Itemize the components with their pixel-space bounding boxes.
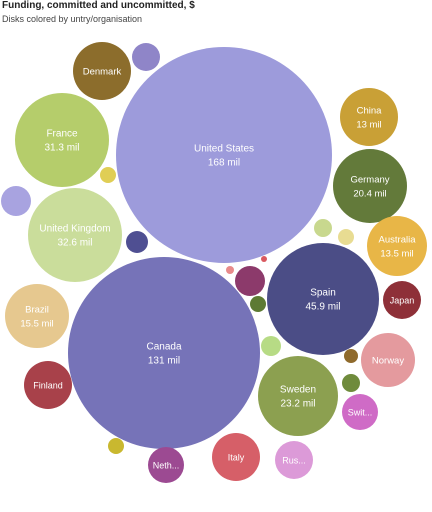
- bubble-brazil[interactable]: [5, 284, 69, 348]
- bubble-china[interactable]: [340, 88, 398, 146]
- bubble-unlabeled-24[interactable]: [314, 219, 332, 237]
- bubble-unlabeled-20[interactable]: [126, 231, 148, 253]
- bubble-label-spain: Spain: [310, 288, 336, 299]
- bubble-label-swit: Swit...: [348, 407, 373, 417]
- bubble-value-brazil: 15.5 mil: [20, 319, 53, 330]
- chart-title: Funding, committed and uncommitted, $: [2, 0, 195, 11]
- bubble-finland[interactable]: [24, 361, 72, 409]
- bubble-label-sweden: Sweden: [280, 385, 316, 396]
- bubble-canada[interactable]: [68, 257, 260, 449]
- bubble-label-united-kingdom: United Kingdom: [39, 224, 110, 235]
- bubble-australia[interactable]: [367, 216, 427, 276]
- bubble-germany[interactable]: [333, 149, 407, 223]
- bubble-sweden[interactable]: [258, 356, 338, 436]
- bubble-japan[interactable]: [383, 281, 421, 319]
- bubble-unlabeled-27[interactable]: [344, 349, 358, 363]
- bubble-spain[interactable]: [267, 243, 379, 355]
- bubble-unlabeled-29[interactable]: [108, 438, 124, 454]
- bubble-unlabeled-25[interactable]: [338, 229, 354, 245]
- bubble-value-sweden: 23.2 mil: [280, 399, 315, 410]
- bubble-unlabeled-28[interactable]: [342, 374, 360, 392]
- bubble-value-germany: 20.4 mil: [353, 189, 386, 200]
- bubble-unlabeled-23[interactable]: [261, 336, 281, 356]
- bubble-label-france: France: [46, 129, 78, 140]
- chart-subtitle: Disks colored by untry/organisation: [2, 14, 143, 24]
- bubble-united-states[interactable]: [116, 47, 332, 263]
- bubble-value-united-states: 168 mil: [208, 158, 240, 169]
- bubble-label-italy: Italy: [228, 452, 245, 462]
- bubble-label-canada: Canada: [146, 342, 181, 353]
- bubble-label-germany: Germany: [350, 175, 389, 186]
- bubble-label-rus: Rus...: [282, 455, 306, 465]
- bubble-denmark[interactable]: [73, 42, 131, 100]
- bubble-label-finland: Finland: [33, 380, 63, 390]
- bubble-unlabeled-18[interactable]: [132, 43, 160, 71]
- bubble-italy[interactable]: [212, 433, 260, 481]
- bubble-value-australia: 13.5 mil: [380, 249, 413, 260]
- bubble-label-china: China: [357, 106, 383, 117]
- bubble-label-denmark: Denmark: [83, 67, 122, 78]
- bubble-swit[interactable]: [342, 394, 378, 430]
- bubble-norway[interactable]: [361, 333, 415, 387]
- bubble-united-kingdom[interactable]: [28, 188, 122, 282]
- bubble-label-norway: Norway: [372, 356, 404, 367]
- bubble-unlabeled-21[interactable]: [235, 266, 265, 296]
- bubble-label-japan: Japan: [390, 295, 415, 305]
- bubble-france[interactable]: [15, 93, 109, 187]
- bubble-value-united-kingdom: 32.6 mil: [57, 238, 92, 249]
- bubble-label-brazil: Brazil: [25, 305, 49, 316]
- bubble-label-united-states: United States: [194, 144, 254, 155]
- bubble-value-china: 13 mil: [356, 120, 381, 131]
- bubble-unlabeled-30[interactable]: [226, 266, 234, 274]
- bubble-value-france: 31.3 mil: [44, 143, 79, 154]
- bubble-value-canada: 131 mil: [148, 356, 180, 367]
- bubble-unlabeled-22[interactable]: [250, 296, 266, 312]
- bubble-rus[interactable]: [275, 441, 313, 479]
- bubble-label-neth: Neth...: [153, 460, 180, 470]
- bubble-label-australia: Australia: [379, 235, 417, 246]
- bubble-unlabeled-26[interactable]: [100, 167, 116, 183]
- bubble-unlabeled-19[interactable]: [1, 186, 31, 216]
- bubble-value-spain: 45.9 mil: [305, 302, 340, 313]
- bubble-neth[interactable]: [148, 447, 184, 483]
- bubble-unlabeled-31[interactable]: [261, 256, 267, 262]
